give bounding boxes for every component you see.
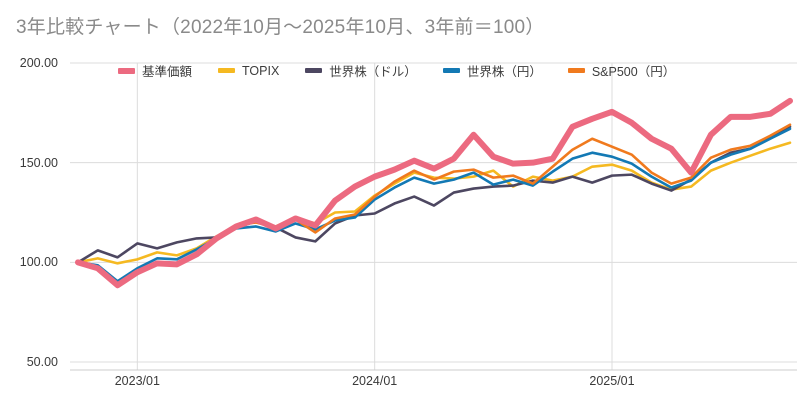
legend-swatch-icon xyxy=(118,67,135,74)
legend-swatch-icon xyxy=(442,68,460,73)
x-axis-tick-label: 2024/01 xyxy=(352,374,398,388)
legend-item-sp500_jpy[interactable]: S&P500（円） xyxy=(567,61,676,80)
x-axis-ticks xyxy=(136,63,613,370)
series-line xyxy=(76,127,792,283)
legend-label: 世界株（ドル） xyxy=(329,65,417,79)
y-axis-tick-label: 200.00 xyxy=(19,56,58,70)
legend-label: S&P500（円） xyxy=(591,65,676,79)
legend-item-world_usd[interactable]: 世界株（ドル） xyxy=(305,61,417,80)
y-axis-tick-label: 150.00 xyxy=(19,155,58,170)
chart-title: 3年比較チャート（2022年10月～2025年10月、3年前＝100） xyxy=(16,17,545,38)
legend-item-kijun[interactable]: 基準価額 xyxy=(118,61,192,80)
y-axis-tick-label: 50.00 xyxy=(26,355,58,369)
legend-item-world_jpy[interactable]: 世界株（円） xyxy=(442,61,542,80)
series-line xyxy=(75,97,793,289)
legend-swatch-icon xyxy=(218,68,236,73)
legend-swatch-icon xyxy=(567,68,585,73)
x-axis-tick-label: 2025/01 xyxy=(589,374,635,388)
y-axis-labels: 200.00 150.00 100.00 50.00 xyxy=(0,0,68,403)
legend-label: TOPIX xyxy=(242,63,280,78)
series-line xyxy=(76,125,792,264)
gridlines xyxy=(70,62,797,363)
y-axis-tick-label: 100.00 xyxy=(19,255,58,270)
x-axis-tick-label: 2023/01 xyxy=(114,374,160,388)
legend-label: 基準価額 xyxy=(142,65,193,79)
legend-label: 世界株（円） xyxy=(466,65,542,79)
series-lines xyxy=(75,97,793,289)
legend-swatch-icon xyxy=(305,68,323,73)
chart-legend: 基準価額 TOPIX 世界株（ドル） 世界株（円） S&P500（円） xyxy=(118,61,675,80)
legend-item-topix[interactable]: TOPIX xyxy=(218,64,279,78)
